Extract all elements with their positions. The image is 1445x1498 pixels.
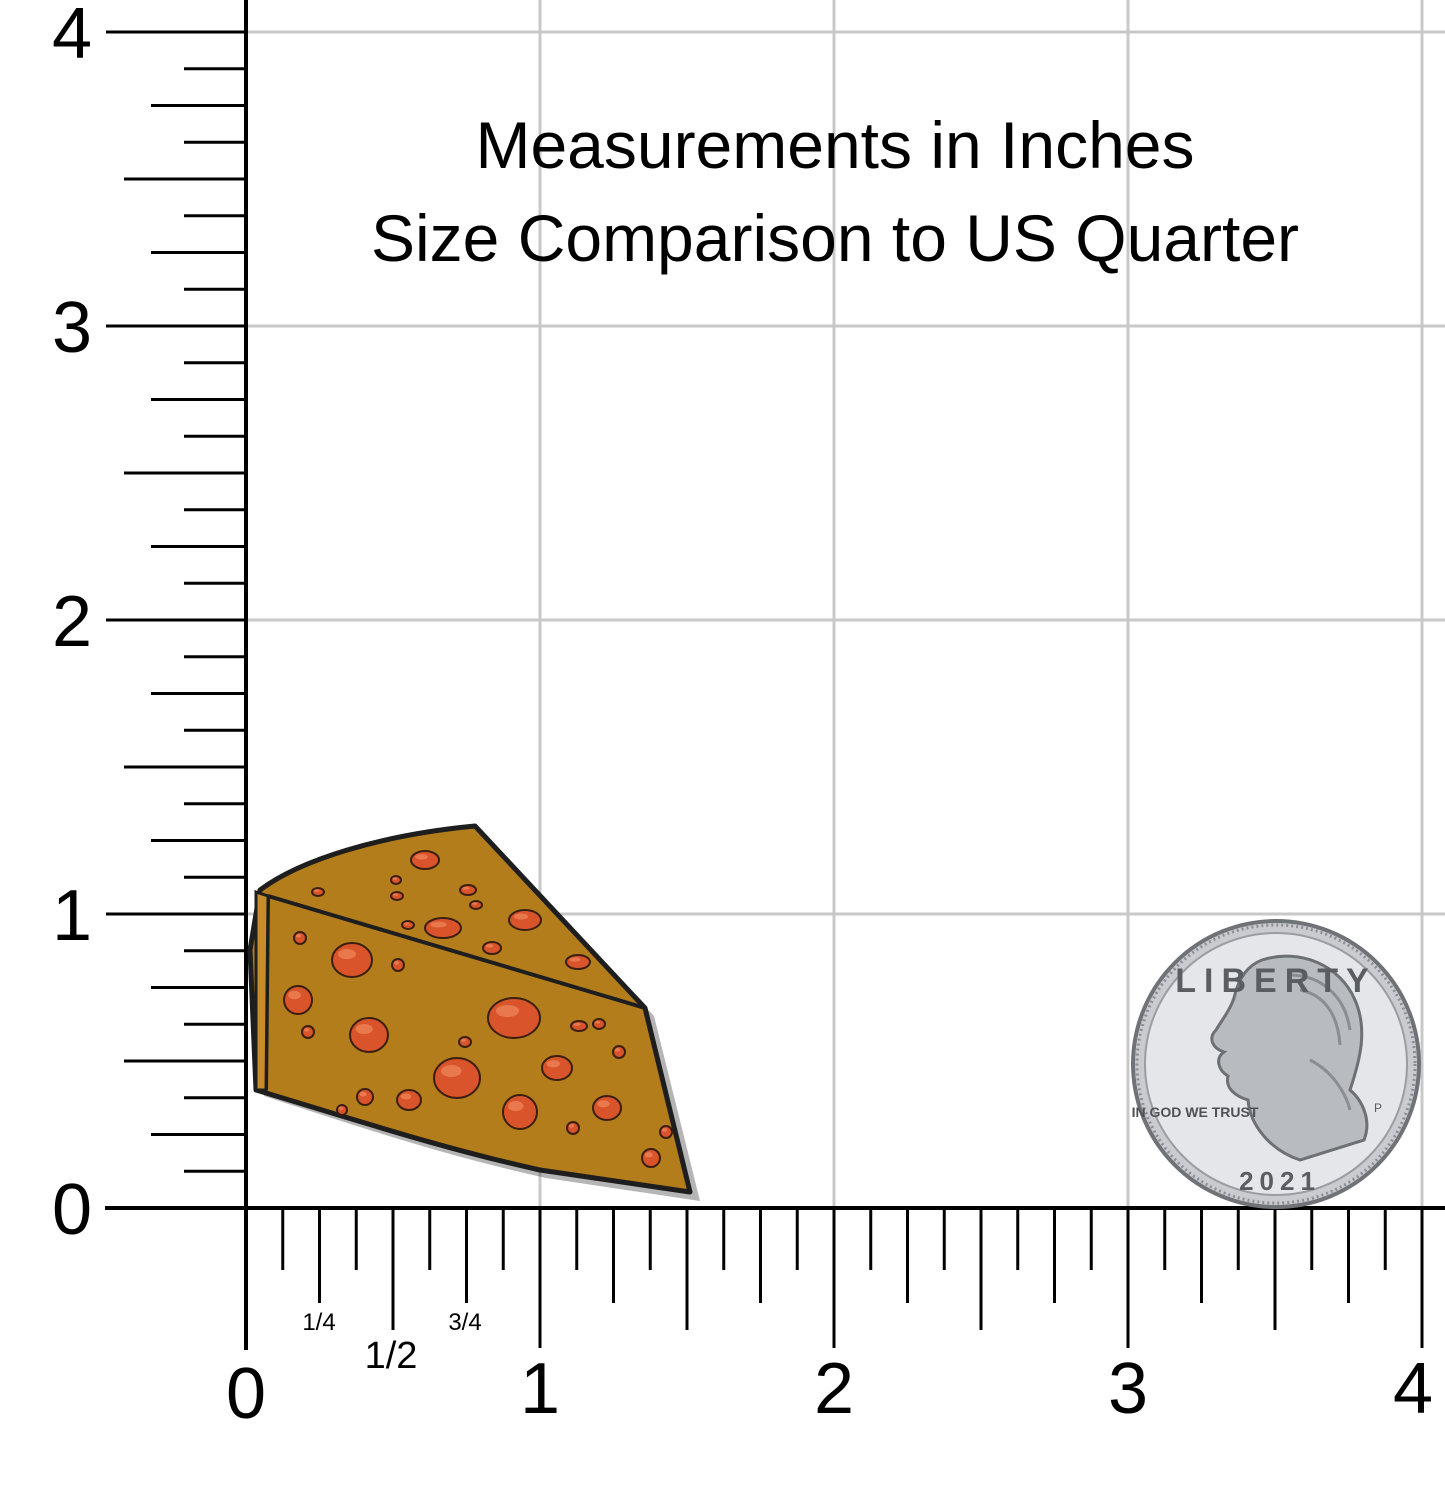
y-label: 4 bbox=[52, 0, 92, 74]
cheese-hole bbox=[565, 954, 591, 970]
coin-year-text: 2021 bbox=[1239, 1166, 1321, 1196]
y-label: 1 bbox=[52, 876, 92, 956]
fraction-labels: 1/4 1/2 3/4 bbox=[302, 1309, 481, 1377]
fraction-label: 3/4 bbox=[448, 1309, 481, 1336]
cheese-holes bbox=[283, 850, 673, 1168]
cheese-hole bbox=[331, 942, 373, 978]
coin-liberty-text: LIBERTY bbox=[1175, 962, 1376, 1000]
title-line-2: Size Comparison to US Quarter bbox=[370, 201, 1300, 275]
cheese-hole bbox=[459, 884, 477, 896]
x-label: 0 bbox=[226, 1354, 266, 1434]
y-ruler-ticks bbox=[106, 30, 246, 1173]
title-line-1: Measurements in Inches bbox=[475, 108, 1195, 182]
cheese-hole bbox=[659, 1125, 673, 1139]
fraction-label: 1/4 bbox=[302, 1309, 335, 1336]
cheese-hole bbox=[592, 1095, 622, 1121]
y-label: 3 bbox=[52, 288, 92, 368]
cheese-hole bbox=[301, 1025, 315, 1039]
cheese-hole bbox=[508, 909, 542, 931]
cheese-hole bbox=[311, 887, 325, 897]
x-label: 1 bbox=[520, 1349, 560, 1429]
x-label: 2 bbox=[814, 1349, 854, 1429]
cheese-hole bbox=[293, 931, 307, 945]
x-label: 4 bbox=[1393, 1349, 1433, 1429]
cheese-hole bbox=[410, 850, 440, 870]
cheese-hole bbox=[482, 941, 502, 955]
cheese-hole bbox=[336, 1104, 348, 1116]
cheese-hole bbox=[458, 1036, 472, 1048]
cheese-hole bbox=[612, 1045, 626, 1059]
x-label: 3 bbox=[1108, 1349, 1148, 1429]
cheese-hole bbox=[391, 958, 405, 972]
y-label: 2 bbox=[52, 582, 92, 662]
x-ruler-labels: 0 1 2 3 4 bbox=[226, 1349, 1433, 1434]
cheese-hole bbox=[566, 1121, 580, 1135]
coin-mint-mark: P bbox=[1374, 1101, 1382, 1115]
x-ruler-ticks bbox=[281, 1208, 1424, 1348]
cheese-body bbox=[247, 823, 693, 1195]
cheese-hole bbox=[541, 1055, 573, 1081]
fraction-label: 1/2 bbox=[365, 1335, 418, 1377]
cheese-hole bbox=[349, 1017, 389, 1053]
cheese-hole bbox=[424, 917, 462, 939]
y-label: 0 bbox=[52, 1170, 92, 1250]
cheese-hole bbox=[433, 1057, 481, 1099]
y-ruler-labels: 0 1 2 3 4 bbox=[52, 0, 92, 1250]
cheese-hole bbox=[502, 1094, 538, 1130]
cheese-hole bbox=[570, 1020, 588, 1032]
cheese-hole bbox=[592, 1018, 606, 1030]
cheese-hole bbox=[469, 900, 483, 910]
cheese-pin-image bbox=[247, 823, 700, 1201]
cheese-hole bbox=[396, 1089, 422, 1111]
cheese-hole bbox=[390, 891, 404, 901]
cheese-hole bbox=[401, 920, 415, 930]
quarter-coin-image: LIBERTY IN GOD WE TRUST 2021 P bbox=[1131, 919, 1421, 1209]
cheese-hole bbox=[487, 997, 541, 1039]
cheese-hole bbox=[283, 985, 313, 1015]
cheese-hole bbox=[641, 1148, 661, 1168]
coin-motto-text: IN GOD WE TRUST bbox=[1132, 1104, 1259, 1120]
cheese-hole bbox=[356, 1088, 374, 1106]
cheese-hole bbox=[390, 875, 402, 885]
